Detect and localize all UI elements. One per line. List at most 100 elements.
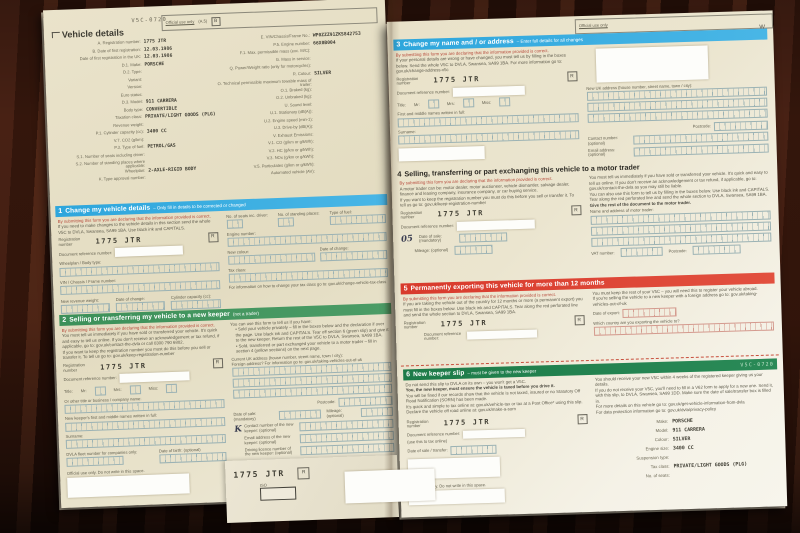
section-number: 4 (397, 169, 402, 179)
summary-label: Suspension type: (636, 454, 670, 461)
redaction-box-gutter (344, 468, 436, 504)
miss-box (499, 97, 511, 107)
field-label: Document reference number: (400, 223, 455, 230)
section-subtitle: (not a trader) (232, 310, 259, 317)
detail-value: PRIVATE/LIGHT GOODS (PLG) (145, 112, 216, 120)
field-label: Registration number (62, 362, 85, 373)
field-grid (277, 216, 295, 227)
vat-grid (620, 247, 663, 258)
redaction-box (466, 329, 538, 340)
email-grid (299, 430, 394, 444)
registration-number-value: 1775 JTR (99, 361, 147, 372)
date-grid (450, 444, 497, 455)
mileage-grid (360, 406, 394, 418)
detail-value: 1775 JTR (143, 38, 167, 45)
mrs-box (129, 384, 141, 395)
mrs-label: Mrs: (446, 100, 455, 106)
field-label: Date of sale: (mandatory) (418, 233, 442, 244)
field-label: Contact number of the new keeper: (optio… (244, 421, 294, 433)
official-use-redaction-box (67, 473, 190, 498)
v5c-right-page: Official use only W 3 Change my name and… (386, 10, 788, 518)
field-label: No. of standing places: (277, 210, 320, 218)
official-use-code: (A.5) (198, 18, 208, 24)
mileage-grid (454, 244, 493, 255)
registration-number-value: 1775 JTR (440, 319, 488, 329)
vat-label: VAT number: (591, 249, 615, 256)
field-label: Mileage: (optional) (414, 247, 449, 254)
vehicle-details-section: Vehicle details A. Registration number: … (51, 18, 386, 187)
field-label: Document reference number: (63, 375, 117, 383)
vat-postcode-row: VAT number: Postcode: (591, 244, 772, 258)
v5c-left-page: V5C-0720 Official use only (A.5) B Vehic… (42, 0, 404, 509)
mrs-label: Mrs: (113, 386, 122, 392)
mr-label: Mr: (413, 101, 420, 107)
redaction-box-large (595, 44, 709, 83)
title-label: Title: (397, 101, 406, 108)
seats-field: No. of seats inc. driver: (226, 212, 273, 229)
title-label: Title: (63, 388, 73, 394)
section-subtitle: – must be given to the new keeper (467, 368, 537, 376)
summary-value: 3400 CC (672, 444, 694, 452)
mileage-field: Mileage: (optional) (401, 242, 582, 256)
date-of-change-field-2: Date of change: (320, 245, 388, 262)
summary-label: Engine size: (645, 445, 670, 451)
section-5-permanent-export: 5 Permanently exporting this vehicle for… (400, 272, 776, 342)
revenue-weight-field: New revenue weight: (60, 298, 111, 314)
section-subtitle: – Enter full details for all changes (516, 36, 584, 44)
cylinder-capacity-field: Cylinder capacity (cc): (171, 294, 221, 310)
section-6-right-col: You should receive your new V5C within 4… (595, 371, 779, 500)
section-5-right-col: You must keep the rest of your V5C – you… (592, 285, 775, 337)
vehicle-details-col2: E. VIN/Chassis/Frame No.: WP0ZZZ91ZKS842… (213, 31, 385, 181)
detail-value: PORSCHE (144, 61, 165, 68)
section-title: Change my vehicle details (65, 204, 151, 215)
redaction-box (456, 219, 536, 231)
section-subtitle: – Only fill in details to be corrected o… (153, 201, 246, 211)
summary-label: Tax class: (650, 463, 670, 469)
detail-value: 2-AXLE-RIGID BODY (148, 166, 197, 174)
detail-value: CONVERTIBLE (145, 106, 178, 113)
licence-grid (299, 442, 395, 455)
section-title: New keeper slip (413, 369, 465, 379)
summary-value: SILVER (672, 435, 691, 443)
r-box: R (207, 232, 219, 243)
mrs-box (462, 98, 474, 109)
registration-number-value: 1775 JTR (443, 418, 491, 428)
miss-label: Miss: (481, 99, 492, 105)
mileage-label: Mileage: (optional) (326, 407, 344, 418)
r-box: R (570, 205, 582, 216)
section-4-left-col: By submitting this form you are declarin… (399, 175, 582, 264)
section-3-left-col: By submitting this form you are declarin… (396, 47, 580, 163)
detail-value: 66X0B004 (313, 40, 336, 47)
redaction-box (452, 85, 526, 97)
r-box: R (212, 357, 223, 369)
official-use-label: Official use only (578, 22, 608, 29)
form-code-text: V5C-0720 (740, 361, 775, 369)
date-of-birth-field: Date of birth: (optional) (159, 447, 227, 464)
registration-number-value: 1775 JTR (233, 468, 285, 480)
field-label: Registration number (406, 418, 429, 429)
field-grid (60, 303, 111, 314)
date-of-sale-transfer-field: Date of sale / transfer: (407, 442, 588, 456)
standing-places-field: No. of standing places: (277, 210, 325, 227)
detail-value: PETROL/GAS (147, 143, 176, 150)
summary-value: 911 CARRERA (672, 426, 705, 434)
section-1-right-col: No. of seats inc. driver: No. of standin… (226, 207, 389, 308)
type-of-fuel-field: Type of fuel: (329, 209, 386, 225)
field-label: Registration number (403, 319, 426, 330)
field-label: Registration number (400, 209, 423, 220)
summary-label: Model: (655, 427, 669, 433)
field-label: Registration number (396, 75, 419, 86)
field-grid (115, 300, 166, 312)
r-box: R (574, 315, 585, 326)
contact-grid (632, 131, 769, 145)
section-2-left-col: By submitting this form you are declarin… (62, 322, 228, 498)
mr-label: Mr: (80, 387, 87, 394)
mr-box (427, 99, 439, 110)
section-6-new-keeper-slip: 6 New keeper slip – must be given to the… (403, 358, 781, 506)
detail-value: 12.03.1986 (143, 46, 173, 53)
date-of-sale-grid (278, 409, 321, 421)
postcode-grid (713, 120, 769, 131)
field-label: Document reference number: (423, 330, 462, 342)
postcode-grid (692, 244, 741, 256)
section-number: 2 (62, 316, 67, 324)
